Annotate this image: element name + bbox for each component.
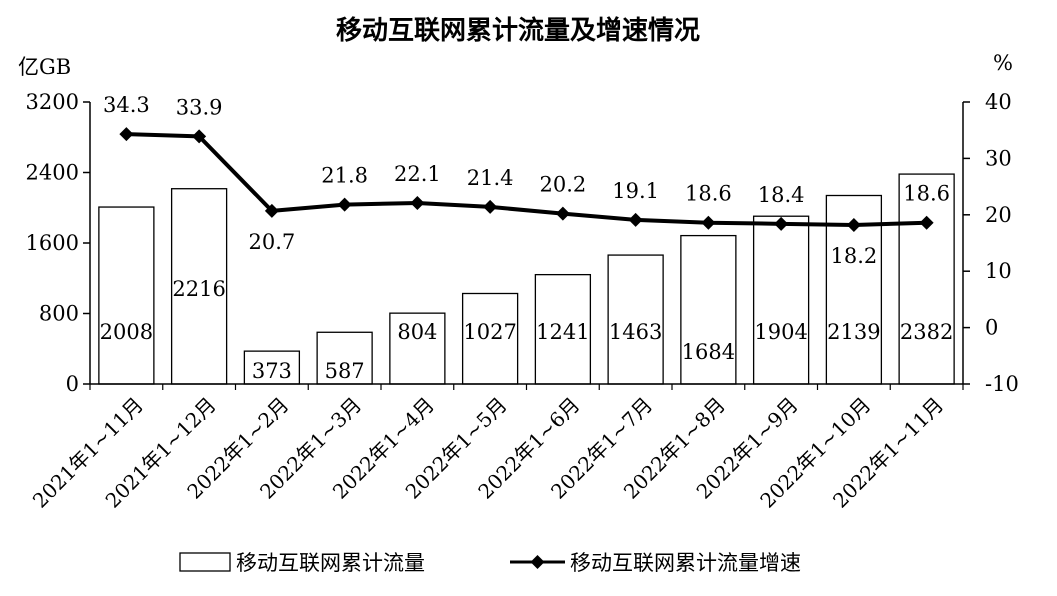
bar-value-label: 1463 <box>609 320 662 344</box>
bar <box>170 188 228 385</box>
left-tick-label: 1600 <box>26 231 79 255</box>
line-point <box>483 199 498 214</box>
line-value-label: 18.6 <box>903 182 950 206</box>
line-point <box>337 197 352 212</box>
growth-line <box>126 132 927 227</box>
line-value-label: 18.6 <box>685 182 732 206</box>
line-value-label: 21.8 <box>321 164 368 188</box>
right-tick-label: 10 <box>985 259 1012 283</box>
line-value-label: 18.2 <box>830 244 877 268</box>
bar <box>98 206 155 385</box>
line-point <box>192 129 207 144</box>
chart-title: 移动互联网累计流量及增速情况 <box>336 15 700 46</box>
right-tick-label: -10 <box>985 372 1019 396</box>
right-axis-unit: % <box>993 51 1013 75</box>
left-axis-unit: 亿GB <box>18 55 71 79</box>
bar-value-label: 2382 <box>900 320 953 344</box>
line-point <box>119 127 134 142</box>
left-tick-label: 0 <box>66 372 79 396</box>
line-value-label: 18.4 <box>758 183 805 207</box>
line-point <box>846 217 861 232</box>
line-point <box>701 215 716 230</box>
bar-value-label: 1684 <box>682 340 735 364</box>
left-tick-label: 3200 <box>26 90 79 114</box>
bar-value-label: 2139 <box>827 320 880 344</box>
line-value-label: 33.9 <box>176 95 223 119</box>
legend-bar-label: 移动互联网累计流量 <box>236 551 425 575</box>
left-tick-label: 800 <box>39 302 79 326</box>
legend-bar-swatch <box>179 552 231 572</box>
bar <box>752 215 810 385</box>
bar <box>680 234 737 385</box>
bar-value-label: 2216 <box>172 277 225 301</box>
line-value-label: 20.7 <box>248 230 295 254</box>
bar <box>898 173 955 385</box>
line-point <box>555 206 570 221</box>
right-tick-label: 20 <box>985 203 1012 227</box>
line-point <box>264 203 279 218</box>
bar-series <box>98 173 955 385</box>
right-tick-label: 0 <box>985 316 998 340</box>
line-value-label: 21.4 <box>467 166 514 190</box>
bar-value-label: 1241 <box>536 320 589 344</box>
line-series <box>119 127 934 232</box>
bar <box>243 350 301 385</box>
bar-value-label: 587 <box>325 359 365 383</box>
bar-value-label: 804 <box>397 320 437 344</box>
bar <box>534 273 592 385</box>
line-value-label: 22.1 <box>394 162 441 186</box>
right-tick-label: 30 <box>985 146 1012 170</box>
line-point <box>628 212 643 227</box>
bar-value-label: 1904 <box>754 320 807 344</box>
bar <box>389 312 446 385</box>
legend-line-marker <box>530 555 545 569</box>
data-labels: 2008 2216 373 587 804 1027 1241 1463 1684 1904 213… <box>100 93 954 383</box>
line-point <box>410 195 425 210</box>
bar-value-label: 2008 <box>100 320 153 344</box>
legend: 移动互联网累计流量 移动互联网累计流量增速 <box>179 551 801 575</box>
left-tick-label: 2400 <box>26 161 79 185</box>
line-point <box>919 215 934 230</box>
line-value-label: 20.2 <box>539 173 586 197</box>
bar-value-label: 373 <box>252 359 292 383</box>
line-value-label: 34.3 <box>103 93 150 117</box>
legend-line-label: 移动互联网累计流量增速 <box>570 551 801 575</box>
bar-value-label: 1027 <box>463 320 516 344</box>
right-tick-label: 40 <box>985 90 1012 114</box>
line-point <box>774 216 789 231</box>
line-value-label: 19.1 <box>612 179 659 203</box>
